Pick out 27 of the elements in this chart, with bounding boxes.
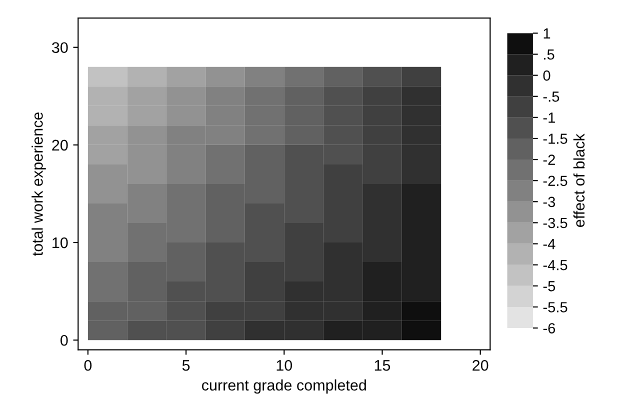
color-bar-label: .5	[544, 49, 554, 60]
y-tick-label: 10	[52, 237, 68, 248]
color-bar-label: -5	[543, 281, 556, 292]
x-tick-label: 5	[182, 360, 190, 371]
x-tick-label: 20	[472, 360, 488, 371]
color-bar-title: effect of black	[573, 134, 585, 227]
color-bar-label: -2	[543, 154, 555, 165]
color-bar-label: -6	[543, 323, 556, 334]
color-bar-label: -3	[543, 196, 556, 208]
color-bar-label: -2.5	[543, 176, 568, 186]
color-bar-label: -4.5	[543, 260, 568, 270]
y-axis-title: total work experience	[32, 112, 46, 256]
color-bar-label: -1	[543, 112, 555, 123]
y-tick-label: 20	[52, 140, 68, 151]
y-tick-label: 30	[52, 42, 68, 54]
color-bar-label: -1.5	[543, 134, 568, 144]
x-tick-label: 10	[276, 360, 292, 371]
color-bar-label: 0	[543, 70, 550, 81]
color-bar-label: -.5	[543, 92, 560, 102]
color-bar-label: -3.5	[543, 218, 568, 228]
y-tick-label: 0	[60, 334, 68, 346]
color-bar-label: -4	[543, 239, 556, 250]
color-bar-label: 1	[544, 28, 550, 38]
x-axis-title: current grade completed	[202, 379, 366, 394]
x-tick-label: 15	[374, 360, 390, 371]
color-bar-label: -5.5	[543, 302, 568, 312]
x-tick-label: 0	[84, 360, 92, 371]
